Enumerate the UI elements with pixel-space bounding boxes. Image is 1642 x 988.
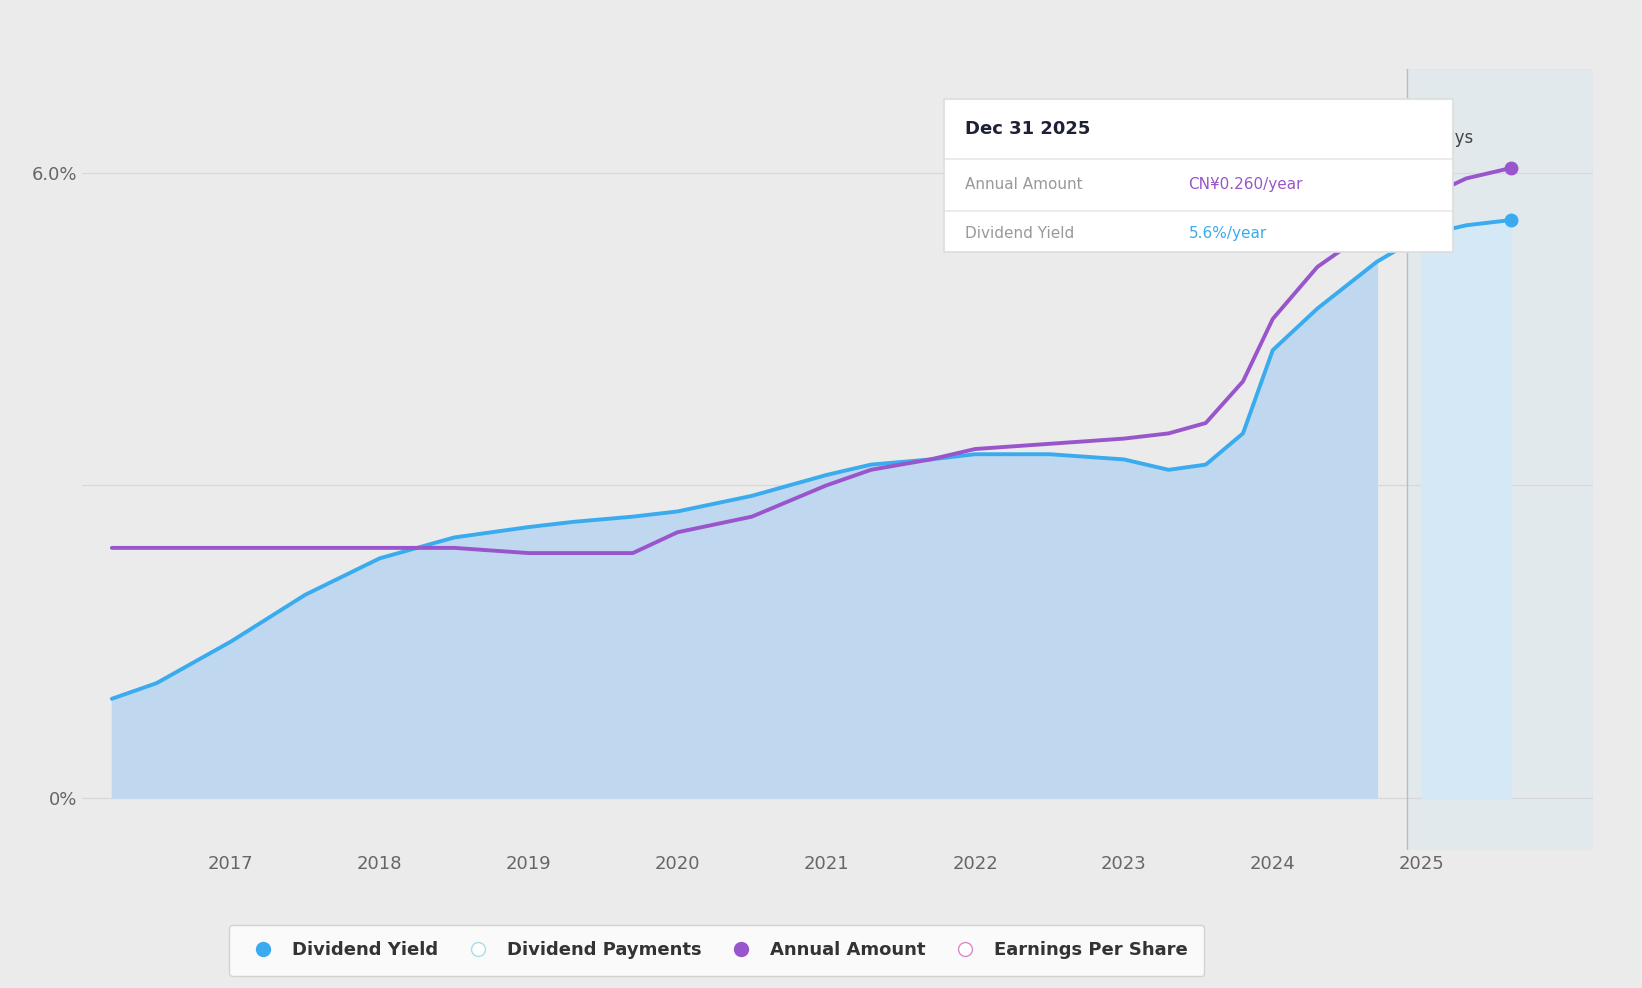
Text: Analys: Analys [1419, 129, 1475, 147]
Text: Annual Amount: Annual Amount [964, 177, 1082, 192]
Text: Past: Past [1360, 129, 1394, 147]
Text: Dec 31 2025: Dec 31 2025 [964, 121, 1090, 138]
Legend: Dividend Yield, Dividend Payments, Annual Amount, Earnings Per Share: Dividend Yield, Dividend Payments, Annua… [228, 925, 1204, 975]
Text: Dividend Yield: Dividend Yield [964, 226, 1074, 241]
Bar [1407, 69, 1593, 850]
Text: CN¥0.260/year: CN¥0.260/year [1189, 177, 1304, 192]
Text: 5.6%/year: 5.6%/year [1189, 226, 1266, 241]
